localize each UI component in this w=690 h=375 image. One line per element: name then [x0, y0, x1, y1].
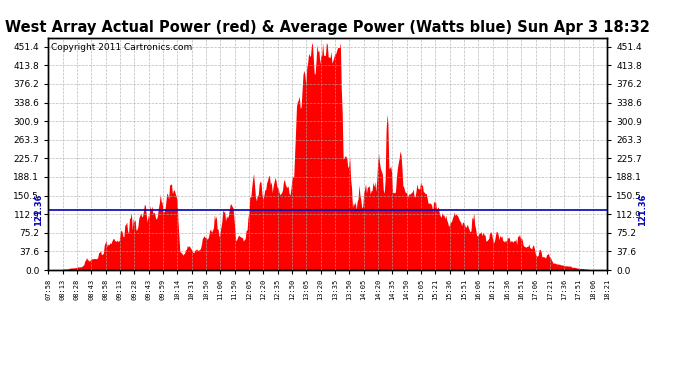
Text: 121.36: 121.36 — [638, 194, 647, 226]
Text: Copyright 2011 Cartronics.com: Copyright 2011 Cartronics.com — [51, 44, 193, 52]
Text: 121.36: 121.36 — [34, 194, 43, 226]
Title: West Array Actual Power (red) & Average Power (Watts blue) Sun Apr 3 18:32: West Array Actual Power (red) & Average … — [6, 20, 650, 35]
